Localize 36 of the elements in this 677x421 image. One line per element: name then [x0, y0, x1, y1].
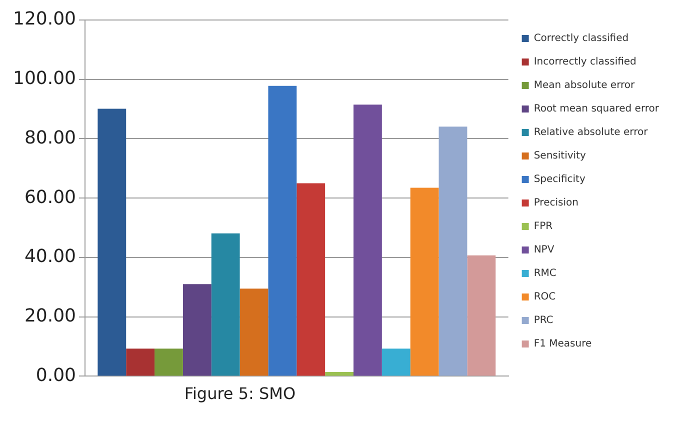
- legend-label: FPR: [534, 221, 553, 232]
- legend-label: PRC: [534, 315, 554, 326]
- legend-label: NPV: [534, 244, 554, 256]
- caption: Figure 5: SMO: [183, 384, 297, 403]
- legend-label: Mean absolute error: [534, 80, 636, 92]
- legend-label: F1 Measure: [534, 338, 592, 350]
- legend-label: Correctly classified: [534, 33, 629, 44]
- legend-label: Sensitivity: [534, 150, 586, 162]
- bar: [154, 348, 183, 376]
- y-tick-label: 20.00: [24, 306, 76, 327]
- legend-label: Precision: [534, 198, 578, 209]
- bar: [382, 348, 410, 376]
- bar: [410, 188, 439, 376]
- bar: [296, 183, 326, 376]
- bar: [354, 104, 382, 376]
- legend-label: Incorrectly classified: [534, 56, 636, 68]
- bar: [438, 126, 468, 376]
- bar: [268, 86, 297, 376]
- y-tick-label: 100.00: [13, 68, 76, 90]
- bar: [182, 284, 212, 376]
- y-tick-label: 80.00: [24, 127, 76, 148]
- y-tick-label: 40.00: [24, 246, 76, 268]
- bar: [467, 255, 496, 376]
- legend-label: Relative absolute error: [534, 127, 649, 138]
- legend-label: Root mean squared error: [534, 104, 660, 115]
- y-tick-label: 0.00: [36, 364, 76, 386]
- bar: [240, 288, 268, 376]
- y-tick-label: 60.00: [24, 186, 76, 208]
- legend-label: ROC: [534, 292, 556, 303]
- y-tick-label: 120.00: [13, 8, 76, 30]
- legend-label: RMC: [534, 268, 556, 280]
- bar: [98, 108, 126, 376]
- bar: [211, 233, 240, 376]
- bar: [126, 348, 155, 376]
- bar: [325, 372, 354, 376]
- legend-label: Specificity: [534, 174, 586, 186]
